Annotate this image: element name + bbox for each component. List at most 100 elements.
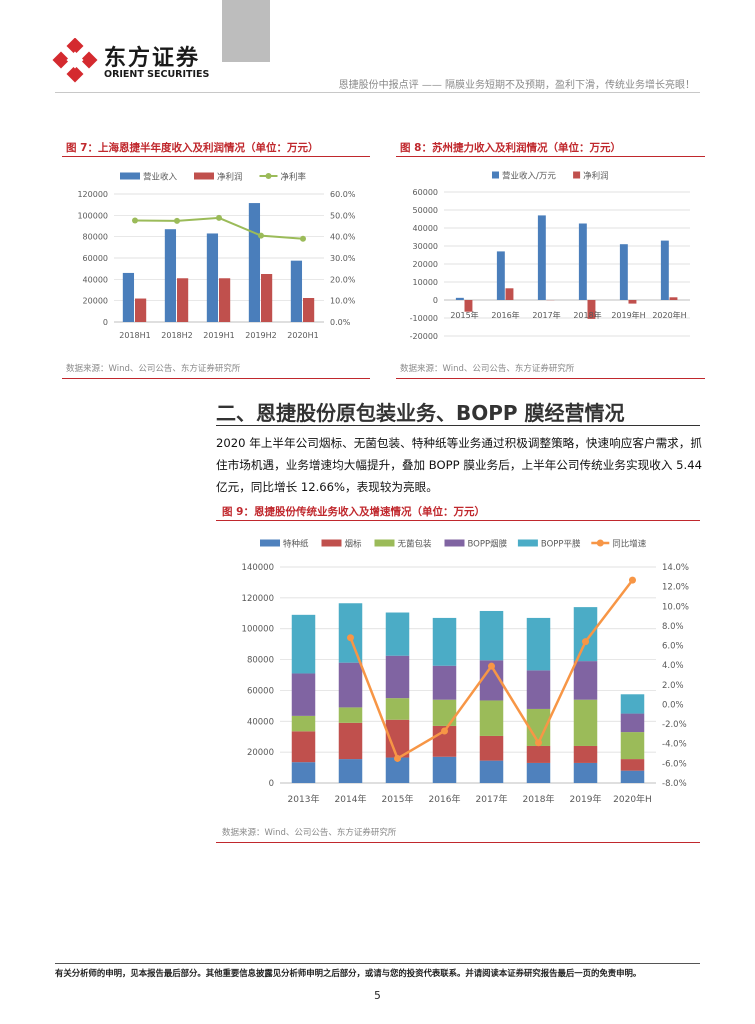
y-tick-label: 100000 bbox=[242, 625, 274, 635]
line-point bbox=[535, 739, 542, 747]
y2-tick-label: 0.0% bbox=[330, 318, 351, 327]
y-tick-label: 140000 bbox=[242, 563, 274, 573]
logo-mark-icon bbox=[52, 38, 98, 83]
bar bbox=[537, 215, 546, 300]
legend-label: 营业收入 bbox=[143, 172, 178, 183]
y-tick-label: -10000 bbox=[410, 314, 438, 323]
y2-tick-label: 12.0% bbox=[662, 583, 689, 593]
line-point bbox=[132, 217, 138, 224]
footer-disclaimer: 有关分析师的申明，见本报告最后部分。其他重要信息披露见分析师申明之后部分，或请与… bbox=[55, 968, 642, 978]
bar bbox=[177, 278, 189, 322]
figure7-source: 数据来源：Wind、公司公告、东方证券研究所 bbox=[66, 364, 241, 374]
y-tick-label: 20000 bbox=[413, 260, 438, 269]
x-tick-label: 2018H1 bbox=[119, 331, 150, 340]
legend-label: 净利润 bbox=[217, 172, 243, 183]
bar-segment bbox=[338, 603, 363, 663]
legend-label: 净利润 bbox=[583, 171, 609, 182]
y-tick-label: 0 bbox=[103, 318, 108, 327]
x-tick-label: 2019年 bbox=[570, 793, 602, 805]
orient-securities-logo: 东方证券 ORIENT SECURITIES bbox=[52, 38, 212, 85]
legend-label: BOPP烟膜 bbox=[468, 539, 508, 550]
line-point bbox=[347, 634, 354, 642]
bar-segment bbox=[338, 759, 363, 783]
x-tick-label: 2020H1 bbox=[287, 331, 318, 340]
bar bbox=[290, 260, 303, 322]
bar-segment bbox=[526, 708, 551, 746]
legend-swatch bbox=[374, 539, 395, 547]
line-point bbox=[629, 576, 636, 584]
y-tick-label: 120000 bbox=[77, 190, 108, 199]
bar-segment bbox=[432, 699, 457, 726]
header-divider bbox=[55, 92, 700, 93]
legend-label: BOPP平膜 bbox=[541, 539, 581, 550]
bar bbox=[619, 244, 628, 300]
y2-tick-label: -6.0% bbox=[662, 759, 687, 769]
bar-segment bbox=[573, 661, 598, 700]
x-tick-label: 2020年H bbox=[613, 793, 652, 805]
bar bbox=[628, 300, 637, 304]
bar-segment bbox=[573, 762, 598, 783]
series-line bbox=[134, 216, 304, 240]
logo-chinese-name: 东方证券 bbox=[104, 46, 201, 71]
legend-swatch bbox=[120, 172, 140, 180]
bar-segment bbox=[479, 760, 504, 783]
x-tick-label: 2017年 bbox=[476, 793, 508, 805]
y-tick-label: 0 bbox=[269, 779, 274, 789]
y-tick-label: 10000 bbox=[413, 278, 438, 287]
bar-segment bbox=[479, 610, 504, 661]
y2-tick-label: -8.0% bbox=[662, 779, 687, 789]
y2-tick-label: -4.0% bbox=[662, 740, 687, 750]
y2-tick-label: 60.0% bbox=[330, 190, 356, 199]
figure9-title: 图 9：恩捷股份传统业务收入及增速情况（单位：万元） bbox=[222, 506, 485, 518]
bar-segment bbox=[479, 735, 504, 761]
figure8-title: 图 8：苏州捷力收入及利润情况（单位：万元） bbox=[400, 142, 621, 154]
figure9-top-rule bbox=[216, 520, 700, 521]
figure7-title: 图 7：上海恩捷半年度收入及利润情况（单位：万元） bbox=[66, 142, 319, 154]
y-tick-label: 30000 bbox=[413, 242, 438, 251]
bar bbox=[669, 297, 678, 300]
bar bbox=[455, 297, 464, 300]
bar-segment bbox=[620, 770, 645, 783]
x-tick-label: 2017年 bbox=[532, 310, 560, 320]
x-tick-label: 2019H1 bbox=[203, 331, 234, 340]
y2-tick-label: 10.0% bbox=[662, 602, 689, 612]
y2-tick-label: 4.0% bbox=[662, 661, 684, 671]
bar-segment bbox=[338, 722, 363, 760]
y-tick-label: 80000 bbox=[83, 233, 108, 242]
figure8-source: 数据来源：Wind、公司公告、东方证券研究所 bbox=[400, 364, 575, 374]
figure9-bottom-rule bbox=[216, 842, 700, 843]
page-number: 5 bbox=[374, 990, 381, 1002]
bar-segment bbox=[620, 713, 645, 733]
x-tick-label: 2018年 bbox=[573, 310, 601, 320]
line-point bbox=[174, 217, 180, 224]
x-tick-label: 2019年H bbox=[611, 310, 645, 320]
bar-segment bbox=[573, 699, 598, 746]
line-point bbox=[216, 214, 222, 221]
section-paragraph: 2020 年上半年公司烟标、无菌包装、特种纸等业务通过积极调整策略，快速响应客户… bbox=[216, 436, 702, 494]
y-tick-label: 20000 bbox=[83, 297, 108, 306]
line-point bbox=[258, 232, 264, 239]
bar-segment bbox=[291, 715, 316, 732]
y-tick-label: 60000 bbox=[83, 254, 108, 263]
line-point bbox=[441, 727, 448, 735]
bar-segment bbox=[479, 700, 504, 736]
y2-tick-label: 40.0% bbox=[330, 233, 356, 242]
legend-swatch bbox=[492, 171, 499, 179]
bar bbox=[261, 274, 273, 322]
bar bbox=[464, 300, 473, 312]
x-tick-label: 2016年 bbox=[491, 310, 519, 320]
bar bbox=[248, 203, 261, 322]
logo-english-name: ORIENT SECURITIES bbox=[104, 69, 210, 80]
y2-tick-label: 0.0% bbox=[662, 700, 684, 710]
legend-swatch bbox=[321, 539, 342, 547]
y2-tick-label: 20.0% bbox=[330, 275, 356, 284]
y2-tick-label: 14.0% bbox=[662, 563, 689, 573]
legend-label: 营业收入/万元 bbox=[502, 171, 556, 182]
bar-segment bbox=[479, 660, 504, 701]
x-tick-label: 2018年 bbox=[523, 793, 555, 805]
bar bbox=[660, 240, 669, 300]
figure7-chart: 0 20000 40000 60000 80000 100000 120000 0.0% 10.… bbox=[77, 172, 356, 341]
bar-segment bbox=[526, 670, 551, 709]
running-title: 恩捷股份中报点评 —— 隔膜业务短期不及预期，盈利下滑，传统业务增长亮眼！ bbox=[338, 80, 695, 91]
x-tick-label: 2015年 bbox=[450, 310, 478, 320]
